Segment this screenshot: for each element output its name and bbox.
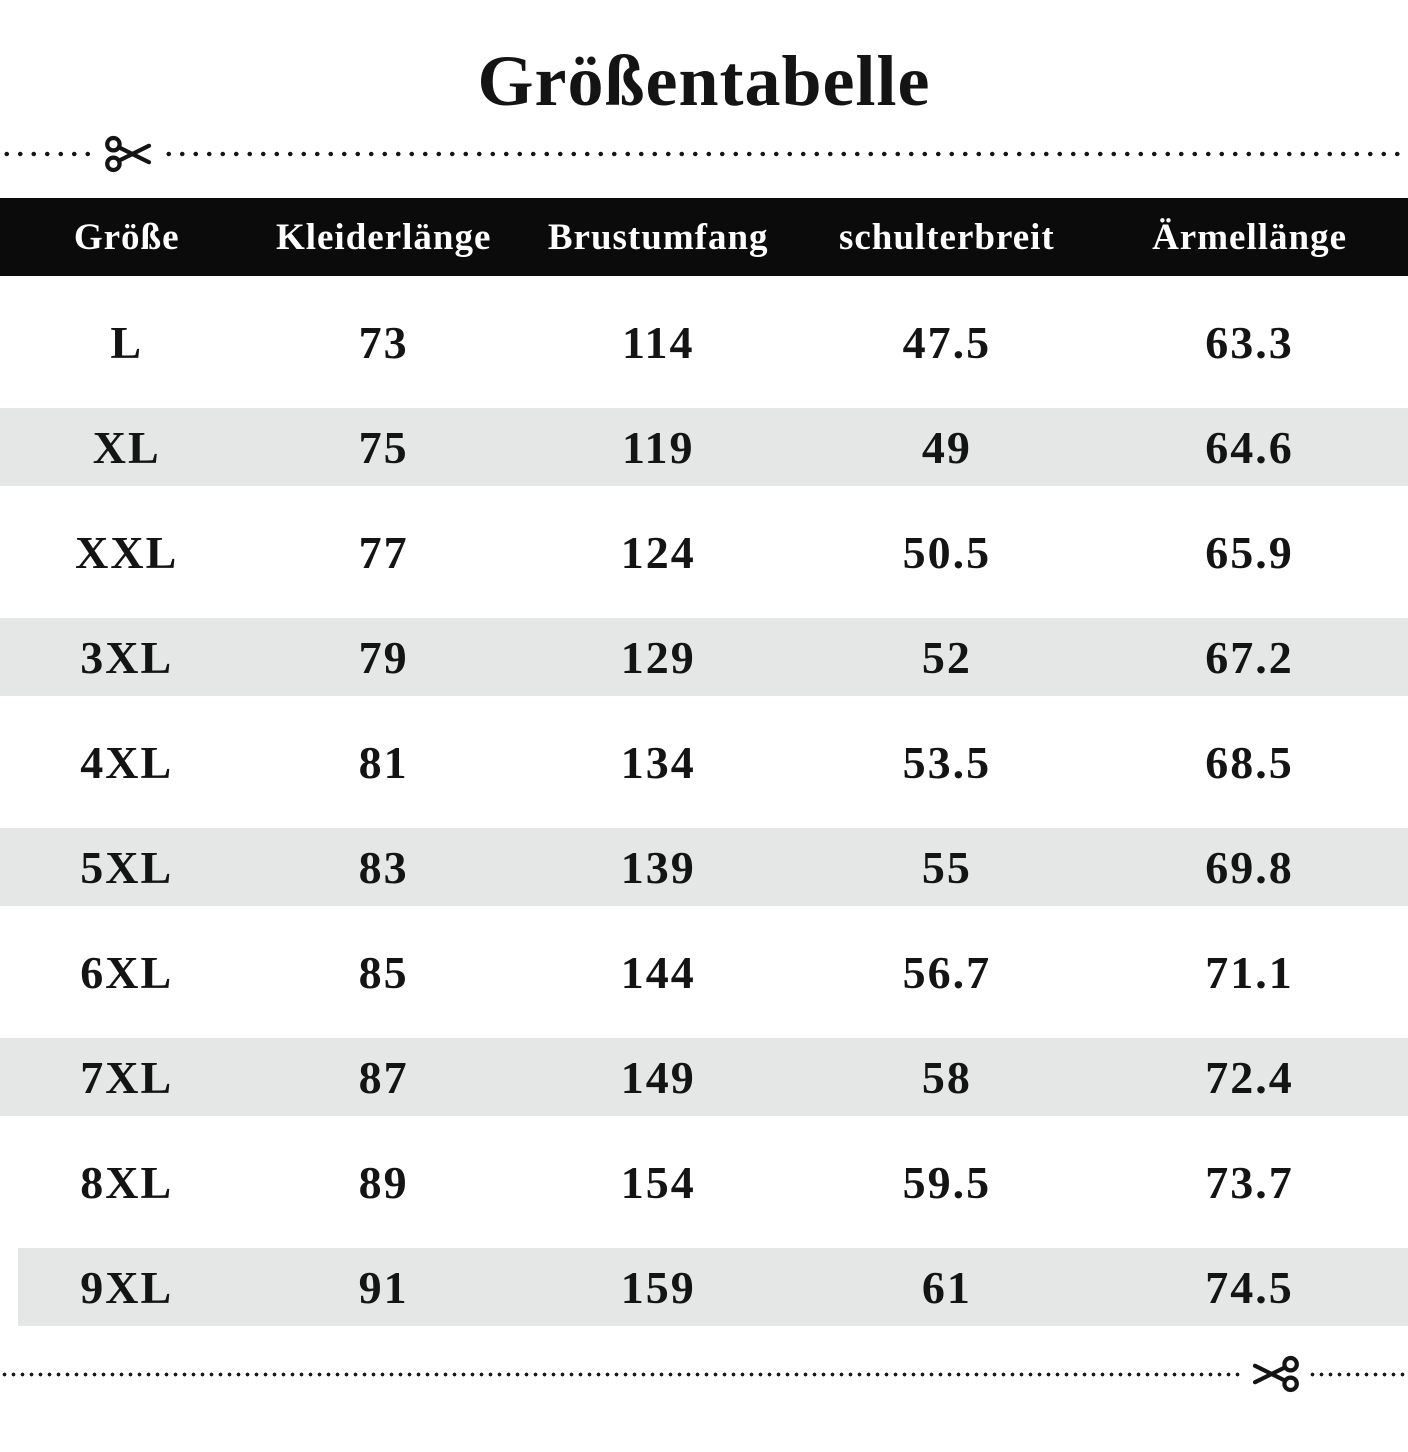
measurement-cell: 61 (921, 1262, 972, 1313)
column-header-3: schulterbreit (838, 216, 1055, 258)
measurement-cell: 154 (620, 1157, 696, 1208)
measurement-cell: 74.5 (1205, 1262, 1294, 1313)
measurement-cell: 81 (358, 737, 409, 788)
size-cell: 8XL (80, 1157, 174, 1208)
measurement-cell: 52 (921, 632, 972, 683)
measurement-cell: 89 (358, 1157, 409, 1208)
size-cell: 7XL (80, 1052, 174, 1103)
measurement-cell: 67.2 (1205, 632, 1294, 683)
measurement-cell: 59.5 (902, 1157, 992, 1208)
measurement-cell: 87 (358, 1052, 409, 1103)
measurement-cell: 119 (621, 422, 695, 473)
size-cell: 3XL (80, 632, 174, 683)
measurement-cell: 149 (620, 1052, 696, 1103)
measurement-cell: 55 (921, 842, 972, 893)
measurement-cell: 56.7 (902, 947, 992, 998)
measurement-cell: 77 (358, 527, 409, 578)
measurement-cell: 139 (620, 842, 696, 893)
table-body: L 73 114 47.5 63.3 XL 75 119 49 64.6 XXL 77 124 50.5 6… (0, 290, 1408, 1340)
row-stripe-band (18, 1248, 1408, 1326)
table-row: 6XL 85 144 56.7 71.1 (0, 920, 1408, 1025)
table-row: XXL 77 124 50.5 65.9 (0, 500, 1408, 605)
column-header-4: Ärmellänge (1152, 216, 1348, 258)
size-cell: 5XL (80, 842, 174, 893)
dotted-line-segment (1308, 1371, 1408, 1377)
measurement-cell: 134 (620, 737, 696, 788)
measurement-cell: 159 (620, 1262, 696, 1313)
measurement-cell: 63.3 (1205, 317, 1294, 368)
measurement-cell: 124 (620, 527, 696, 578)
dotted-line-segment (0, 151, 96, 157)
scissors-left-icon (1250, 1353, 1300, 1395)
cut-line-top (0, 132, 1408, 176)
table-row: L 73 114 47.5 63.3 (0, 290, 1408, 395)
page-title: Größentabelle (477, 41, 931, 121)
table-row: 4XL 81 134 53.5 68.5 (0, 710, 1408, 815)
table-row: 3XL 79 129 52 67.2 (0, 605, 1408, 710)
measurement-cell: 73.7 (1205, 1157, 1294, 1208)
measurement-cell: 68.5 (1205, 737, 1294, 788)
measurement-cell: 71.1 (1205, 947, 1294, 998)
cut-line-bottom (0, 1352, 1408, 1396)
measurement-cell: 83 (358, 842, 409, 893)
dotted-line-segment (162, 151, 1408, 157)
row-stripe-band (0, 1038, 1408, 1116)
size-cell: L (110, 317, 144, 368)
scissors-right-icon (104, 133, 154, 175)
measurement-cell: 47.5 (902, 317, 992, 368)
column-header-2: Brustumfang (547, 216, 769, 258)
size-cell: 9XL (80, 1262, 174, 1313)
measurement-cell: 75 (358, 422, 409, 473)
measurement-cell: 144 (620, 947, 696, 998)
size-cell: XXL (75, 527, 179, 578)
measurement-cell: 129 (620, 632, 696, 683)
column-header-0: Größe (73, 216, 180, 258)
measurement-cell: 53.5 (902, 737, 992, 788)
measurement-cell: 72.4 (1205, 1052, 1294, 1103)
table-row: 5XL 83 139 55 69.8 (0, 815, 1408, 920)
measurement-cell: 58 (921, 1052, 972, 1103)
table-header-row: Größe Kleiderlänge Brustumfang schulterbrei… (0, 198, 1408, 276)
measurement-cell: 79 (358, 632, 409, 683)
table-row: XL 75 119 49 64.6 (0, 395, 1408, 500)
dotted-line-segment (0, 1371, 1242, 1377)
row-stripe-band (0, 828, 1408, 906)
table-row: 8XL 89 154 59.5 73.7 (0, 1130, 1408, 1235)
measurement-cell: 73 (358, 317, 409, 368)
row-stripe-band (0, 618, 1408, 696)
measurement-cell: 114 (621, 317, 695, 368)
measurement-cell: 85 (358, 947, 409, 998)
measurement-cell: 91 (358, 1262, 409, 1313)
measurement-cell: 49 (921, 422, 972, 473)
table-row: 7XL 87 149 58 72.4 (0, 1025, 1408, 1130)
measurement-cell: 50.5 (902, 527, 992, 578)
size-cell: XL (92, 422, 161, 473)
row-stripe-band (0, 408, 1408, 486)
measurement-cell: 69.8 (1205, 842, 1294, 893)
measurement-cell: 65.9 (1205, 527, 1294, 578)
size-cell: 6XL (80, 947, 174, 998)
measurement-cell: 64.6 (1205, 422, 1294, 473)
size-cell: 4XL (80, 737, 174, 788)
column-header-1: Kleiderlänge (275, 216, 492, 258)
table-row: 9XL 91 159 61 74.5 (0, 1235, 1408, 1340)
